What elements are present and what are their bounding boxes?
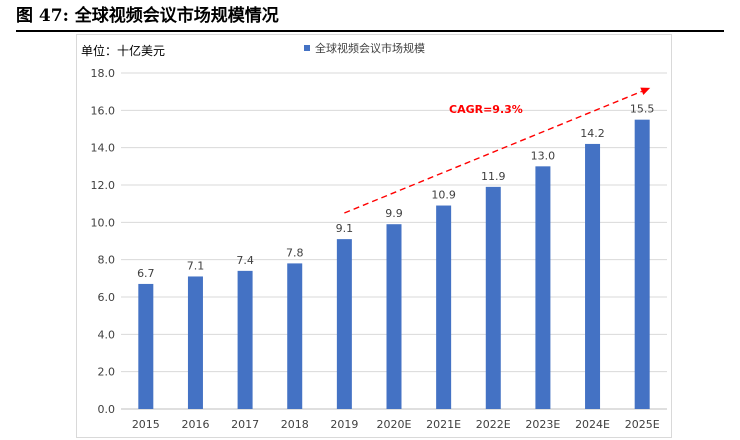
bar	[436, 205, 452, 409]
y-tick-label: 6.0	[98, 291, 116, 304]
y-tick-label: 10.0	[91, 216, 116, 229]
x-tick-label: 2017	[231, 418, 259, 431]
data-labels: 6.7 7.1 7.4 7.8 9.1 9.9 10.9 11.9 13.0 14.2 15.5	[137, 103, 654, 280]
bar	[485, 186, 501, 409]
data-label: 13.0	[531, 149, 556, 162]
bar	[237, 270, 253, 409]
bar	[386, 224, 402, 409]
x-tick-label: 2020E	[377, 418, 412, 431]
data-label: 7.1	[187, 259, 205, 272]
bar	[336, 239, 352, 409]
data-label: 9.9	[385, 207, 403, 220]
data-label: 7.4	[236, 254, 254, 267]
x-tick-label: 2021E	[426, 418, 461, 431]
data-label: 11.9	[481, 170, 506, 183]
data-label: 9.1	[336, 222, 354, 235]
y-tick-label: 18.0	[91, 67, 116, 80]
data-label: 7.8	[286, 246, 304, 259]
y-tick-label: 14.0	[91, 142, 116, 155]
x-tick-label: 2015	[132, 418, 160, 431]
cagr-arrow-head	[640, 87, 651, 96]
chart-frame: 0.0 2.0 4.0 6.0 8.0 10.0 12.0 14.0 16.0 18.0 2015 2…	[76, 34, 672, 438]
bar	[585, 143, 601, 409]
y-tick-label: 4.0	[98, 328, 116, 341]
bar	[187, 276, 203, 409]
cagr-annotation: CAGR=9.3%	[344, 87, 651, 214]
y-tick-label: 0.0	[98, 403, 116, 416]
bar	[535, 166, 551, 409]
y-tick-label: 2.0	[98, 366, 116, 379]
legend: 全球视频会议市场规模	[304, 41, 425, 55]
bars	[138, 119, 650, 410]
data-label: 6.7	[137, 267, 155, 280]
axes: 0.0 2.0 4.0 6.0 8.0 10.0 12.0 14.0 16.0 18.0 2015 2…	[91, 67, 667, 431]
x-tick-label: 2024E	[575, 418, 610, 431]
title-rule	[16, 30, 724, 32]
legend-label: 全球视频会议市场规模	[315, 41, 425, 55]
x-tick-label: 2025E	[625, 418, 660, 431]
gridlines	[121, 72, 667, 373]
data-label: 15.5	[630, 103, 655, 116]
x-tick-label: 2018	[281, 418, 309, 431]
bar	[634, 119, 650, 410]
y-tick-label: 16.0	[91, 104, 116, 117]
bar	[138, 283, 154, 409]
bar-chart: 0.0 2.0 4.0 6.0 8.0 10.0 12.0 14.0 16.0 18.0 2015 2…	[81, 41, 667, 431]
x-tick-label: 2023E	[525, 418, 560, 431]
cagr-label: CAGR=9.3%	[449, 103, 523, 116]
data-label: 14.2	[580, 127, 605, 140]
y-tick-label: 8.0	[98, 254, 116, 267]
y-tick-label: 12.0	[91, 179, 116, 192]
figure-title: 图 47: 全球视频会议市场规模情况	[16, 6, 279, 26]
x-tick-label: 2022E	[476, 418, 511, 431]
bar	[287, 263, 303, 409]
unit-label: 单位：十亿美元	[81, 43, 165, 58]
x-tick-label: 2016	[181, 418, 209, 431]
data-label: 10.9	[431, 189, 456, 202]
x-tick-label: 2019	[330, 418, 358, 431]
legend-swatch	[304, 45, 310, 51]
cagr-arrow-line	[344, 90, 643, 214]
